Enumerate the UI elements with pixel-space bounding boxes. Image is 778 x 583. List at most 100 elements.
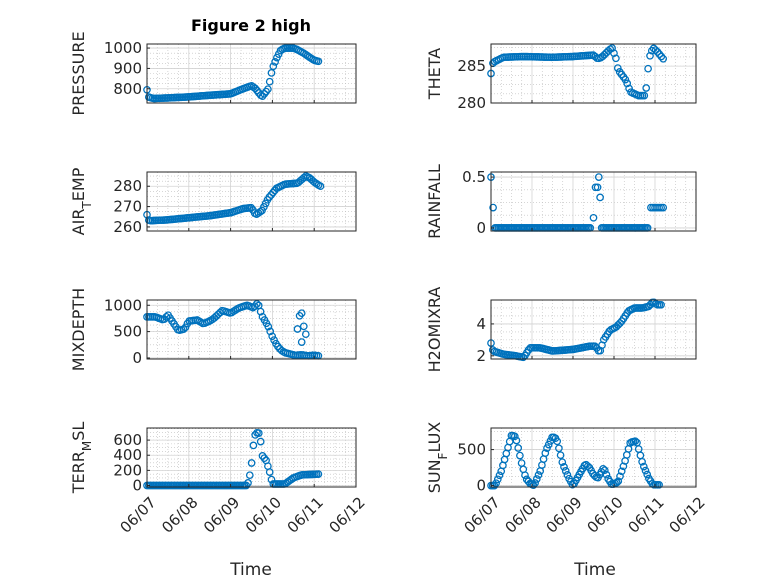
data-point: [596, 193, 604, 202]
data-point: [162, 312, 171, 321]
x-axis-label-right: Time: [573, 560, 616, 580]
data-point: [247, 459, 256, 467]
y-axis-label: SUNFLUX: [425, 422, 450, 494]
axes-background: [490, 299, 697, 360]
data-point: [657, 300, 665, 309]
x-tick-label: 06/12: [665, 493, 708, 536]
data-point: [623, 79, 632, 88]
data-point: [657, 52, 666, 61]
data-point: [245, 471, 254, 480]
data-point: [646, 51, 654, 60]
data-point: [534, 471, 543, 479]
y-tick-label: 0: [132, 476, 142, 494]
y-tick-label: 270: [113, 198, 142, 216]
y-tick-label: 200: [113, 461, 142, 479]
data-point: [493, 475, 502, 484]
data-point: [297, 309, 306, 318]
axes-frame: [490, 299, 697, 360]
data-point: [264, 322, 273, 331]
y-tick-label: 1000: [104, 296, 142, 314]
data-point: [613, 64, 622, 72]
data-point: [495, 471, 504, 480]
data-point: [655, 480, 663, 489]
data-point: [640, 91, 649, 100]
data-point: [589, 213, 598, 222]
y-tick-label: 0: [476, 477, 486, 495]
data-point: [641, 466, 650, 475]
y-tick-label: 500: [457, 441, 486, 459]
subplot-grid: 800 900 1000 PRESSURE 280 285 THETA 260 270 280 AI…: [69, 31, 709, 536]
axes-frame: [146, 43, 357, 104]
x-tick-label: 06/09: [542, 493, 585, 536]
y-axis-label: PRESSURE: [69, 31, 88, 115]
data-point: [612, 54, 620, 63]
axes-frame: [490, 427, 697, 488]
axes-background: [490, 171, 697, 232]
subplot-pressure: 800 900 1000 PRESSURE: [69, 31, 357, 116]
data-point: [261, 199, 270, 208]
data-point: [300, 173, 308, 182]
data-point: [659, 54, 668, 63]
x-tick-label: 06/08: [158, 493, 201, 536]
data-point: [514, 444, 523, 452]
data-point: [655, 50, 664, 59]
data-point: [563, 471, 572, 479]
data-point: [510, 432, 519, 441]
y-tick-label: 0: [132, 349, 142, 367]
data-point: [260, 454, 269, 463]
data-point: [599, 464, 607, 473]
data-point: [268, 332, 277, 341]
data-point: [316, 182, 325, 191]
y-axis-label: RAINFALL: [425, 164, 444, 239]
x-tick-label: 06/07: [460, 493, 503, 536]
data-point: [555, 444, 563, 453]
data-point: [244, 479, 252, 487]
data-point: [553, 437, 562, 446]
x-tick-label: 06/09: [200, 493, 243, 536]
data-point: [593, 183, 602, 192]
axes-frame: [146, 299, 357, 360]
data-point: [642, 84, 651, 92]
data-point: [179, 325, 188, 334]
y-tick-label: 1000: [104, 39, 142, 57]
data-point: [314, 57, 323, 66]
data-point: [521, 471, 529, 480]
data-point: [561, 467, 570, 475]
data-point: [602, 470, 611, 479]
y-tick-label: 800: [113, 80, 142, 98]
y-axis-label: THETA: [425, 48, 444, 100]
y-tick-label: 900: [113, 59, 142, 77]
data-point: [264, 85, 272, 94]
data-point: [653, 48, 662, 56]
axes-frame: [146, 427, 357, 488]
data-point: [560, 463, 568, 471]
data-point: [271, 58, 279, 66]
subplot-mixdepth: 0 500 1000 MIXDEPTH: [69, 288, 357, 371]
data-point: [612, 478, 621, 487]
subplot-air-temp: 260 270 280 AIRTEMP: [69, 167, 357, 236]
subplot-h2omixra: 2 4 H2OMIXRA: [425, 287, 697, 372]
data-point: [608, 44, 616, 52]
subplot-rainfall: 0 0.5 RAINFALL: [425, 164, 697, 239]
x-tick-label: 06/11: [284, 493, 327, 536]
x-tick-label: 06/07: [116, 493, 159, 536]
data-point: [256, 207, 265, 216]
axes-frame: [490, 43, 697, 104]
subplot-sun-flux: 0 500 SUNFLUX 06/0706/0806/0906/1006/1106/1…: [425, 422, 709, 537]
y-tick-label: 280: [457, 94, 486, 112]
data-point: [251, 431, 260, 439]
data-point: [594, 173, 603, 181]
data-point: [621, 75, 630, 84]
data-point: [600, 466, 609, 475]
x-tick-label: 06/10: [583, 493, 626, 536]
data-point: [558, 458, 567, 467]
data-point: [254, 429, 263, 437]
data-point: [519, 353, 528, 362]
y-tick-label: 2: [476, 347, 486, 365]
data-point: [265, 468, 274, 476]
data-point: [614, 477, 623, 486]
y-axis-label: TERRMSL: [69, 422, 94, 495]
data-point: [591, 342, 599, 351]
data-point: [265, 193, 274, 201]
x-tick-label: 06/11: [624, 493, 667, 536]
